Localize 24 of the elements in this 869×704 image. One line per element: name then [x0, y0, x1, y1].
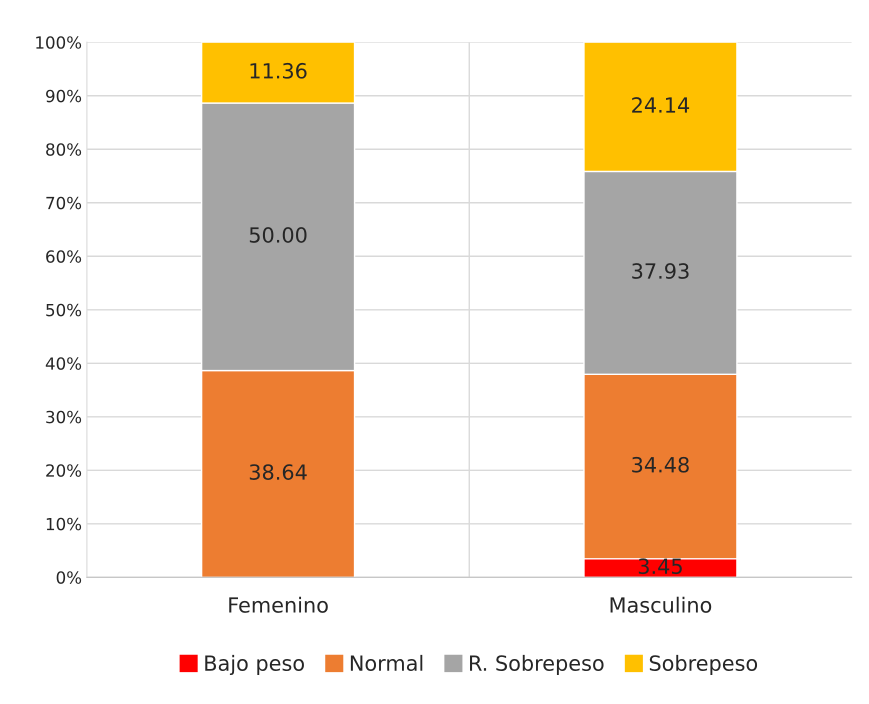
- x-tick-label: Masculino: [610, 596, 712, 613]
- data-label: 34.48: [632, 456, 689, 473]
- data-label: 37.93: [632, 263, 689, 279]
- legend-label: Sobrepeso: [650, 654, 758, 676]
- y-tick-label: 30%: [46, 410, 82, 424]
- y-tick-label: 90%: [46, 90, 82, 102]
- y-tick-label: 80%: [46, 143, 82, 156]
- data-label: 3.45: [638, 558, 682, 574]
- legend-label: Normal: [350, 654, 422, 672]
- y-tick-label: 10%: [46, 518, 82, 530]
- legend-label: Bajo peso: [205, 654, 304, 676]
- y-tick-label: 60%: [46, 250, 82, 263]
- y-tick-label: 40%: [46, 357, 82, 370]
- data-label: 38.64: [250, 464, 307, 480]
- y-tick-label: 20%: [46, 464, 82, 477]
- data-label: 50.00: [250, 227, 307, 243]
- x-tick-label: Femenino: [229, 596, 328, 613]
- y-tick-label: 0%: [56, 571, 82, 584]
- y-tick-label: 100%: [36, 36, 82, 49]
- y-tick-label: 50%: [46, 304, 82, 316]
- data-label: 24.14: [632, 97, 690, 113]
- legend-label: R. Sobrepeso: [470, 654, 604, 676]
- data-label: 11.36: [250, 62, 307, 79]
- y-tick-label: 70%: [46, 196, 82, 210]
